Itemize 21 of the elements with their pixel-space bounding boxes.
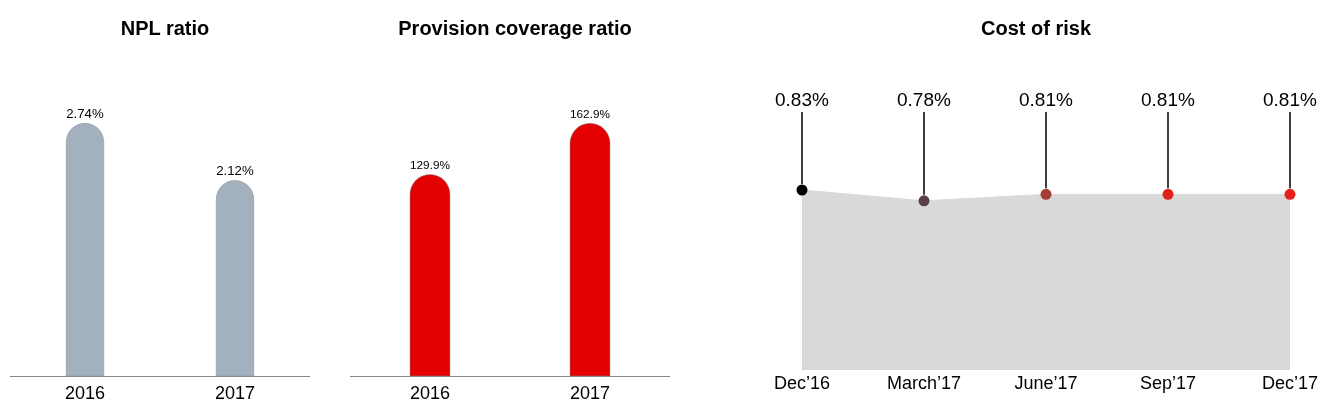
data-label: 0.83% [775,89,829,110]
x-tick-label: March’17 [886,373,962,393]
x-tick-label: Dec’16 [773,373,831,393]
x-tick-label: 2016 [409,382,451,403]
x-tick-label: 2017 [569,382,611,403]
chart-title: NPL ratio [120,16,210,39]
data-label: 0.81% [1019,89,1073,110]
data-label: 129.9% [410,158,451,172]
data-label: 2.74% [66,105,104,121]
x-tick-label: Dec’17 [1261,373,1319,393]
data-label: 2.12% [216,162,254,178]
data-label: 162.9% [570,106,611,120]
x-tick-label: June’17 [1014,373,1078,393]
x-tick-label: Sep’17 [1139,373,1197,393]
chart-title: Cost of risk [980,16,1092,39]
x-tick-label: 2016 [64,382,106,403]
data-label: 0.78% [897,89,951,110]
data-label: 0.81% [1141,89,1195,110]
data-label: 0.81% [1263,89,1317,110]
chart-title: Provision coverage ratio [398,16,632,39]
x-tick-label: 2017 [214,382,256,403]
